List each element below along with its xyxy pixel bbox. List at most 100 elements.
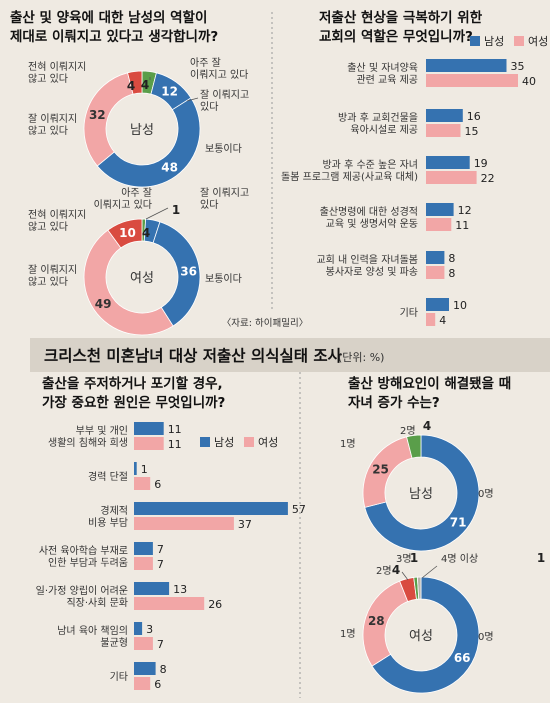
bar-value-female: 11	[455, 219, 469, 232]
bar-female	[426, 218, 452, 231]
bar-value-male: 16	[467, 110, 481, 123]
pie-value-label: 4	[142, 226, 150, 240]
bar-female	[426, 124, 461, 137]
bar-female	[134, 597, 205, 610]
bar-category-label: 관련 교육 제공	[356, 74, 418, 86]
pie-value-label: 48	[161, 161, 178, 175]
pie-value-label: 32	[89, 108, 106, 122]
bar-value-female: 11	[168, 438, 182, 451]
pie-category-label: 않고 있다	[28, 221, 68, 233]
pie-category-label: 전혀 이뤄지지	[28, 60, 86, 73]
pie-category-label: 아주 잘	[190, 57, 221, 69]
pie-value-label: 71	[450, 515, 467, 529]
bar-value-female: 37	[238, 518, 252, 531]
pie-slice	[371, 576, 480, 694]
pie-category-label: 0명	[478, 488, 494, 500]
bar-category-label: 돌봄 프로그램 제공(사교육 대체)	[281, 171, 418, 183]
pie-slice	[83, 229, 174, 336]
pie-slice	[406, 434, 422, 459]
pie-category-label: 1명	[340, 438, 356, 450]
pie-value-label: 49	[95, 297, 112, 311]
pie-category-label: 잘 이뤄지지	[28, 112, 77, 125]
pie-category-label: 않고 있다	[28, 125, 68, 137]
bar-value-female: 6	[154, 678, 161, 691]
bar-category-label: 직장·사회 문화	[66, 597, 128, 609]
bar-male	[134, 542, 153, 555]
pie-slice	[107, 218, 143, 249]
bar-value-male: 12	[458, 204, 472, 217]
chart-title: 가장 중요한 원인은 무엇입니까?	[42, 394, 225, 411]
pie-category-label: 0명	[478, 631, 494, 643]
donut-center-label: 여성	[130, 271, 154, 286]
bar-value-male: 19	[474, 157, 488, 170]
pie-value-label: 10	[119, 226, 136, 240]
bar-value-male: 11	[168, 423, 182, 436]
chart-title: 제대로 이뤄지고 있다고 생각합니까?	[10, 28, 218, 45]
bar-male	[426, 156, 470, 169]
chart-title: 교회의 역할은 무엇입니까?	[319, 28, 473, 45]
pie-value-label: 1	[537, 551, 545, 565]
bar-value-female: 6	[154, 478, 161, 491]
pie-category-label: 4명 이상	[441, 553, 478, 565]
bar-female	[426, 74, 518, 87]
pie-value-label: 28	[368, 614, 385, 628]
chart-title: 출산 및 양육에 대한 남성의 역할이	[10, 9, 207, 26]
bar-category-label: 생활의 침해와 희생	[48, 436, 128, 449]
pie-value-label: 1	[410, 551, 418, 565]
pie-slice	[364, 434, 480, 552]
bar-category-label: 사전 육아학습 부재로	[39, 545, 128, 557]
bar-value-male: 57	[292, 503, 306, 516]
chart-title: 출산을 주저하거나 포기할 경우,	[42, 375, 223, 392]
pie-value-label: 4	[127, 79, 135, 93]
bar-female	[426, 313, 436, 326]
bar-category-label: 남녀 육아 책임의	[57, 624, 128, 637]
bar-female	[134, 637, 153, 650]
pie-value-label: 66	[454, 651, 471, 665]
pie-value-label: 4	[141, 78, 149, 92]
pie-category-label: 않고 있다	[28, 276, 68, 288]
leader-line	[401, 571, 409, 581]
bar-male	[134, 622, 143, 635]
pie-slice	[416, 576, 422, 600]
bar-category-label: 출산 및 자녀양육	[347, 62, 418, 74]
leader-line	[186, 97, 199, 102]
pie-category-label: 2명	[376, 565, 392, 577]
pie-category-label: 보통이다	[205, 273, 242, 285]
legend-swatch-male	[470, 36, 480, 46]
bar-category-label: 비용 부담	[88, 517, 128, 529]
bar-category-label: 인한 부담과 두려움	[48, 557, 128, 569]
pie-category-label: 있다	[200, 101, 218, 113]
section-unit: (단위: %)	[338, 351, 384, 364]
bar-category-label: 교육 및 생명서약 운동	[326, 218, 418, 230]
chart-title: 자녀 증가 수는?	[348, 394, 440, 411]
bar-category-label: 교회 내 인력을 자녀돌봄	[316, 254, 418, 266]
bar-male	[426, 109, 463, 122]
legend-label-male: 남성	[214, 436, 234, 449]
bar-female	[134, 517, 234, 530]
bar-female	[426, 266, 445, 279]
pie-slice	[96, 97, 201, 188]
bar-male	[426, 298, 449, 311]
bar-female	[134, 437, 164, 450]
pie-category-label: 3명	[396, 553, 412, 565]
legend-swatch-female	[244, 437, 254, 447]
bar-value-male: 13	[173, 583, 187, 596]
pie-category-label: 2명	[400, 425, 416, 437]
bar-male	[426, 59, 507, 72]
pie-category-label: 잘 이뤄지고	[200, 186, 249, 199]
source-note: 〈자료: 하이패밀리〉	[222, 317, 308, 329]
bar-category-label: 방과 후 수준 높은 자녀	[322, 159, 418, 171]
pie-category-label: 않고 있다	[28, 73, 68, 85]
chart-title: 저출산 현상을 극복하기 위한	[319, 9, 483, 26]
bar-female	[134, 477, 151, 490]
bar-category-label: 봉사자로 양성 및 파송	[326, 266, 418, 278]
bar-value-male: 8	[448, 252, 455, 265]
legend-swatch-male	[200, 437, 210, 447]
bar-male	[426, 251, 445, 264]
legend-swatch-female	[514, 36, 524, 46]
bar-value-female: 7	[157, 558, 164, 571]
bar-value-female: 15	[465, 125, 479, 138]
legend-label-female: 여성	[528, 35, 548, 48]
